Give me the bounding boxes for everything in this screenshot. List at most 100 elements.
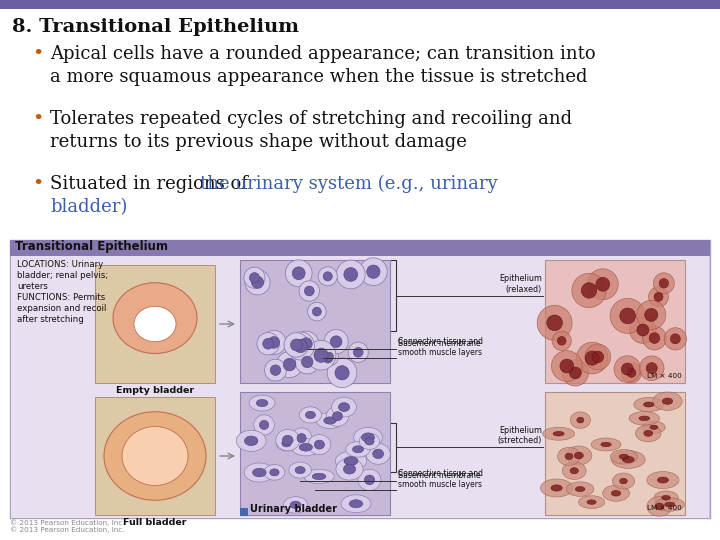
- Text: bladder): bladder): [50, 198, 127, 216]
- Bar: [95, 397, 215, 515]
- Circle shape: [261, 330, 286, 355]
- Circle shape: [287, 332, 315, 360]
- Circle shape: [302, 356, 313, 368]
- Circle shape: [336, 260, 365, 289]
- Circle shape: [546, 315, 562, 330]
- Circle shape: [257, 333, 279, 355]
- Circle shape: [294, 331, 319, 356]
- Circle shape: [560, 359, 574, 373]
- Ellipse shape: [253, 468, 266, 477]
- Circle shape: [318, 348, 338, 368]
- Ellipse shape: [358, 469, 381, 490]
- Circle shape: [314, 348, 328, 362]
- Text: Transitional Epithelium: Transitional Epithelium: [15, 240, 168, 253]
- Circle shape: [639, 356, 664, 381]
- Circle shape: [610, 299, 645, 333]
- Ellipse shape: [566, 446, 592, 465]
- Ellipse shape: [270, 469, 279, 476]
- Ellipse shape: [611, 490, 621, 496]
- Ellipse shape: [642, 421, 665, 433]
- Ellipse shape: [346, 442, 370, 457]
- Circle shape: [335, 366, 349, 380]
- Ellipse shape: [361, 433, 374, 442]
- Circle shape: [290, 339, 302, 351]
- Ellipse shape: [570, 468, 578, 474]
- Circle shape: [621, 363, 634, 375]
- Ellipse shape: [113, 283, 197, 354]
- Ellipse shape: [611, 451, 645, 468]
- Ellipse shape: [336, 451, 366, 471]
- Circle shape: [627, 368, 636, 377]
- Ellipse shape: [104, 411, 206, 500]
- Text: LM × 400: LM × 400: [647, 373, 682, 379]
- Text: Apical cells have a rounded appearance; can transition into
a more squamous appe: Apical cells have a rounded appearance; …: [50, 45, 595, 86]
- Circle shape: [276, 352, 302, 377]
- Ellipse shape: [570, 412, 590, 428]
- Ellipse shape: [644, 402, 654, 407]
- Circle shape: [620, 308, 636, 324]
- Ellipse shape: [236, 430, 266, 451]
- Ellipse shape: [249, 395, 275, 411]
- Text: Full bladder: Full bladder: [123, 518, 186, 527]
- Ellipse shape: [276, 436, 297, 451]
- Ellipse shape: [644, 430, 652, 436]
- Circle shape: [359, 258, 387, 286]
- Circle shape: [644, 308, 658, 321]
- Circle shape: [552, 331, 571, 350]
- Circle shape: [642, 326, 666, 350]
- Ellipse shape: [353, 446, 364, 453]
- Bar: [0, 0, 720, 9]
- Ellipse shape: [304, 469, 334, 484]
- Circle shape: [354, 347, 363, 357]
- Circle shape: [245, 269, 270, 295]
- Ellipse shape: [636, 425, 661, 442]
- Ellipse shape: [300, 443, 312, 451]
- Circle shape: [614, 356, 641, 382]
- Circle shape: [283, 358, 296, 371]
- Ellipse shape: [256, 400, 268, 407]
- Text: LOCATIONS: Urinary
bladder; renal pelvis;
ureters
FUNCTIONS: Permits
expansion a: LOCATIONS: Urinary bladder; renal pelvis…: [17, 260, 108, 325]
- Circle shape: [581, 283, 597, 298]
- Ellipse shape: [579, 496, 605, 509]
- Ellipse shape: [359, 433, 379, 449]
- Text: the urinary system (e.g., urinary: the urinary system (e.g., urinary: [200, 175, 498, 193]
- Circle shape: [653, 273, 675, 294]
- Ellipse shape: [373, 449, 384, 458]
- Ellipse shape: [543, 427, 575, 440]
- Circle shape: [324, 329, 348, 354]
- Ellipse shape: [284, 497, 307, 513]
- Circle shape: [284, 333, 309, 357]
- Circle shape: [330, 336, 342, 347]
- Circle shape: [270, 365, 281, 375]
- Ellipse shape: [291, 438, 320, 456]
- Bar: [240, 260, 390, 383]
- Ellipse shape: [551, 485, 562, 491]
- Circle shape: [592, 351, 603, 363]
- Circle shape: [636, 300, 666, 329]
- Circle shape: [572, 273, 606, 308]
- Ellipse shape: [541, 479, 572, 497]
- Circle shape: [552, 350, 582, 381]
- Ellipse shape: [297, 434, 306, 443]
- Circle shape: [264, 359, 287, 381]
- Circle shape: [647, 363, 657, 374]
- Circle shape: [249, 273, 259, 283]
- Ellipse shape: [562, 462, 586, 480]
- Ellipse shape: [349, 500, 363, 508]
- Text: Epithelium
(stretched): Epithelium (stretched): [498, 426, 542, 445]
- Ellipse shape: [292, 428, 312, 448]
- Circle shape: [649, 287, 668, 307]
- Ellipse shape: [282, 435, 293, 445]
- Circle shape: [637, 324, 649, 336]
- Text: Connective tissue and
smooth muscle layers: Connective tissue and smooth muscle laye…: [398, 337, 483, 356]
- Ellipse shape: [650, 425, 658, 429]
- Text: © 2013 Pearson Education, Inc.: © 2013 Pearson Education, Inc.: [10, 519, 125, 526]
- Circle shape: [537, 306, 572, 340]
- Ellipse shape: [295, 467, 305, 474]
- Ellipse shape: [553, 431, 564, 436]
- Circle shape: [596, 278, 610, 291]
- Circle shape: [570, 367, 581, 379]
- Ellipse shape: [366, 443, 390, 464]
- Ellipse shape: [591, 438, 621, 451]
- Ellipse shape: [344, 457, 358, 465]
